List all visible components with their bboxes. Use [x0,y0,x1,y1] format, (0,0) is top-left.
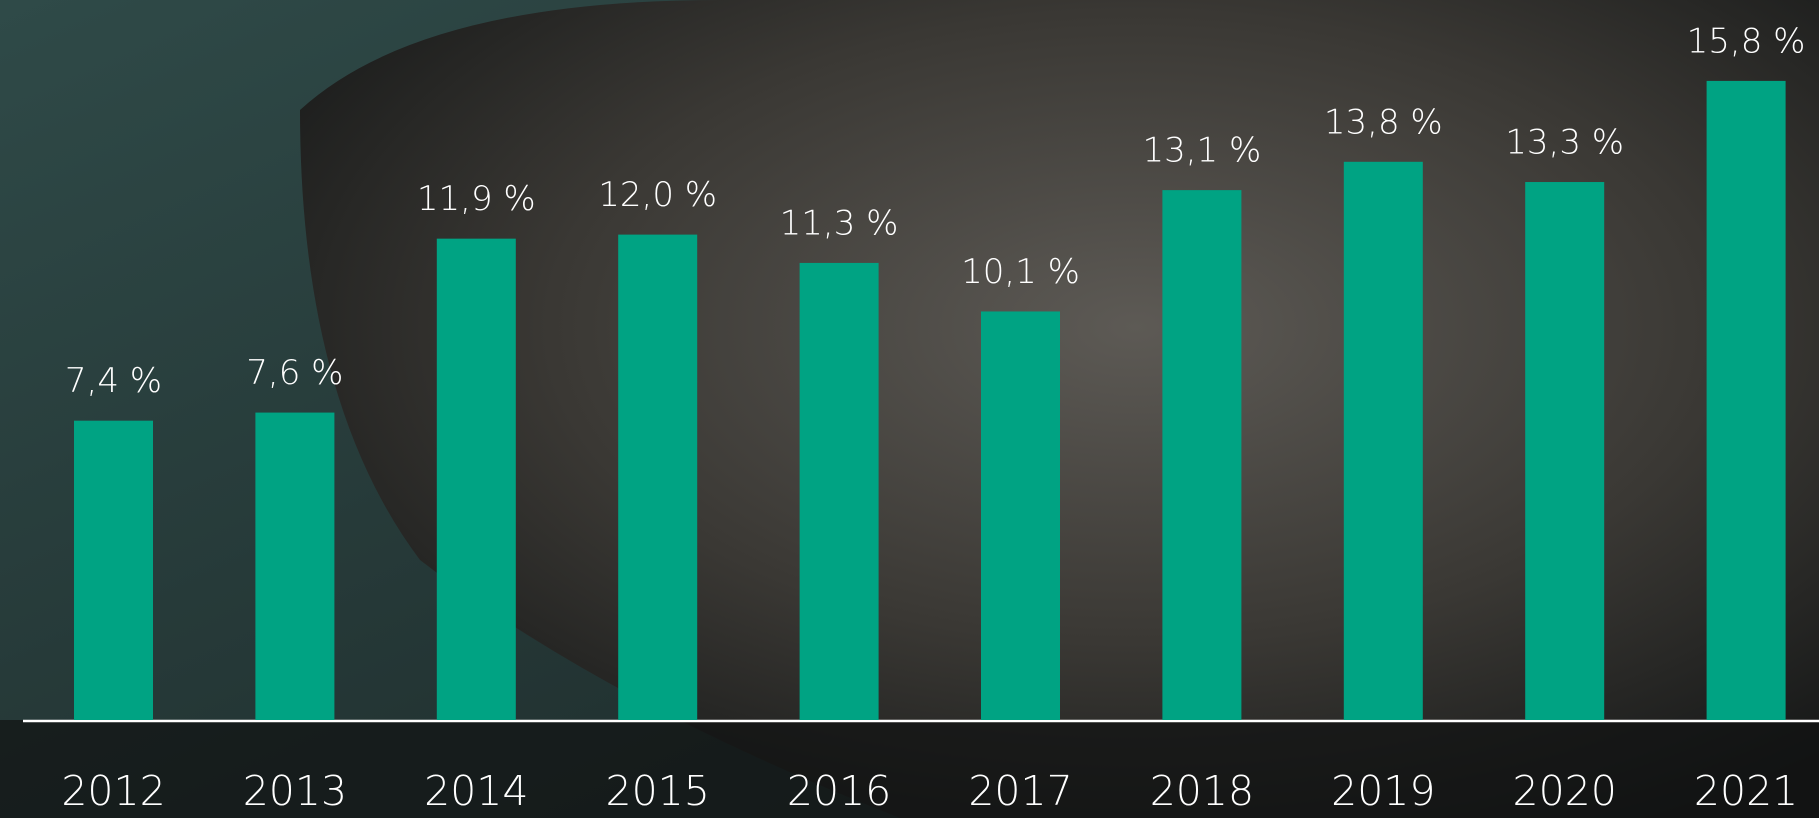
bar [981,311,1060,720]
x-tick-label: 2015 [606,767,710,815]
x-tick-label: 2020 [1513,767,1617,815]
value-label: 13,1 % [1142,131,1261,171]
bar [255,412,335,720]
bar [1343,161,1423,721]
value-label: 13,8 % [1324,102,1443,142]
x-tick-label: 2018 [1150,767,1254,815]
x-tick-label: 2021 [1694,767,1798,815]
value-label: 11,3 % [780,203,899,243]
x-tick-label: 2013 [243,767,347,815]
x-tick-label: 2017 [968,767,1072,815]
bar [436,238,516,721]
bar [1525,182,1605,721]
value-label: 15,8 % [1687,21,1806,61]
bar [799,262,879,720]
bar [1162,190,1242,720]
value-label: 11,9 % [417,179,536,219]
value-label: 10,1 % [961,252,1080,292]
background-shade [0,720,1819,818]
x-tick-label: 2012 [61,767,165,815]
bar [74,420,153,720]
bar [618,234,698,720]
value-label: 7,6 % [246,353,343,393]
x-tick-label: 2014 [424,767,528,815]
x-tick-label: 2019 [1331,767,1435,815]
value-label: 13,3 % [1505,123,1624,163]
x-tick-label: 2016 [787,767,891,815]
value-label: 7,4 % [65,361,162,401]
value-label: 12,0 % [598,175,717,215]
bar [1706,80,1786,721]
